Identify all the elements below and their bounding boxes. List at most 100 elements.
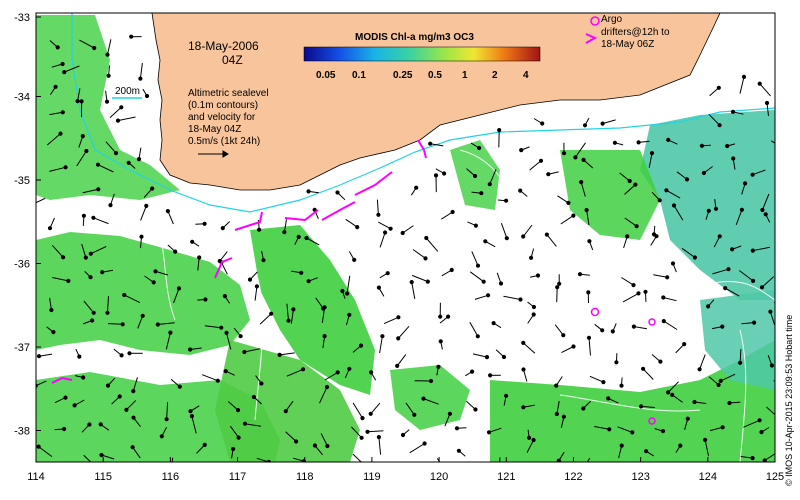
velocity-vector-head	[203, 297, 208, 302]
time-label: 04Z	[222, 53, 243, 67]
velocity-vector-head	[561, 151, 567, 156]
velocity-vector	[157, 322, 175, 325]
velocity-vector-head	[581, 157, 586, 162]
velocity-vector-head	[153, 269, 158, 274]
velocity-vector-head	[519, 148, 524, 153]
velocity-vector-head	[627, 178, 632, 184]
x-tick-label: 114	[27, 471, 45, 483]
velocity-vector	[81, 243, 87, 258]
velocity-vector-head	[223, 369, 228, 374]
velocity-vector-head	[304, 235, 309, 241]
velocity-vector-head	[77, 354, 82, 359]
velocity-vector-head	[501, 354, 507, 360]
velocity-vector	[663, 320, 678, 330]
velocity-vector-head	[140, 313, 145, 318]
velocity-vector-head	[360, 416, 365, 421]
velocity-vector	[379, 336, 383, 354]
velocity-vector	[557, 195, 569, 204]
velocity-vector-head	[757, 418, 762, 423]
velocity-vector-head	[769, 363, 775, 368]
velocity-vector-head	[582, 123, 588, 128]
velocity-vector-head	[561, 414, 567, 419]
velocity-vector-head	[716, 85, 721, 90]
velocity-vector	[761, 193, 770, 211]
colorbar-ticks: 0.05 0.1 0.25 0.5 1 2 4	[316, 70, 529, 81]
velocity-vector	[383, 316, 399, 325]
velocity-vector-head	[759, 285, 765, 290]
velocity-vector-head	[176, 286, 182, 291]
velocity-vector-head	[743, 181, 748, 186]
velocity-vector-head	[498, 281, 504, 286]
velocity-vector	[76, 150, 87, 167]
velocity-vector	[204, 325, 222, 329]
velocity-vector	[397, 325, 410, 339]
velocity-vector	[279, 352, 295, 356]
velocity-vector	[743, 419, 760, 428]
velocity-vector-head	[126, 160, 131, 165]
velocity-vector-head	[636, 140, 641, 145]
x-axis: 114 115 116 117 118 119 120 121 122 123 124 125	[27, 457, 784, 483]
date-label: 18-May-2006	[188, 39, 259, 53]
velocity-vector	[666, 189, 681, 199]
velocity-vector-head	[83, 255, 88, 260]
velocity-vector	[739, 349, 742, 363]
chl-patch-east-green	[560, 150, 660, 240]
velocity-vector	[77, 88, 81, 102]
sealevel-note: Altimetric sealevel (0.1m contours) and …	[188, 88, 269, 147]
velocity-vector-head	[661, 295, 666, 300]
velocity-vector-head	[579, 180, 584, 185]
velocity-vector	[633, 326, 647, 330]
velocity-vector-head	[484, 355, 490, 360]
colorbar-tick: 0.1	[352, 70, 366, 81]
velocity-vector-head	[571, 213, 576, 218]
velocity-vector	[752, 246, 770, 252]
velocity-vector	[93, 217, 109, 225]
velocity-vector-head	[254, 284, 259, 289]
y-tick-label: -35	[14, 175, 30, 187]
velocity-vector-head	[242, 421, 248, 426]
scale-arrow	[198, 150, 229, 158]
y-tick-label: -38	[14, 426, 30, 438]
velocity-vector	[411, 274, 428, 283]
velocity-vector	[436, 458, 441, 462]
y-tick-label: -34	[14, 92, 30, 104]
x-tick-label: 118	[296, 471, 314, 483]
argo-legend-track-icon	[585, 33, 598, 44]
velocity-vector-head	[587, 239, 592, 244]
velocity-vector	[469, 321, 479, 337]
velocity-vector	[132, 377, 138, 392]
velocity-vector-head	[428, 141, 433, 146]
velocity-vector-head	[666, 137, 671, 142]
x-tick-label: 122	[564, 471, 582, 483]
velocity-vector	[173, 288, 180, 304]
argo-track	[354, 171, 393, 196]
velocity-vector-head	[368, 411, 373, 416]
velocity-vector-head	[188, 409, 193, 414]
velocity-vector-head	[87, 422, 92, 427]
velocity-vector-head	[80, 134, 85, 139]
velocity-vector	[405, 402, 415, 416]
velocity-vector	[663, 297, 677, 302]
velocity-vector-head	[716, 382, 721, 387]
velocity-vector-head	[222, 294, 227, 299]
velocity-vector-head	[286, 318, 291, 323]
velocity-vector-head	[649, 151, 655, 156]
velocity-vector-head	[504, 198, 509, 203]
argo-track	[284, 209, 319, 222]
velocity-vector	[165, 332, 171, 350]
velocity-vector-head	[36, 354, 42, 359]
velocity-vector	[561, 346, 574, 354]
velocity-vector-head	[546, 172, 551, 177]
velocity-vector	[619, 172, 631, 182]
velocity-vector-head	[540, 121, 545, 126]
velocity-vector	[499, 457, 501, 462]
velocity-vector	[739, 76, 745, 94]
velocity-vector	[83, 300, 95, 314]
velocity-vector-head	[299, 270, 304, 275]
velocity-vector-head	[725, 143, 730, 149]
y-axis: -33 -34 -35 -36 -37 -38	[14, 12, 41, 438]
velocity-vector-head	[423, 256, 428, 261]
velocity-vector	[378, 221, 391, 230]
velocity-vector-head	[764, 100, 770, 106]
velocity-vector-head	[165, 209, 170, 214]
